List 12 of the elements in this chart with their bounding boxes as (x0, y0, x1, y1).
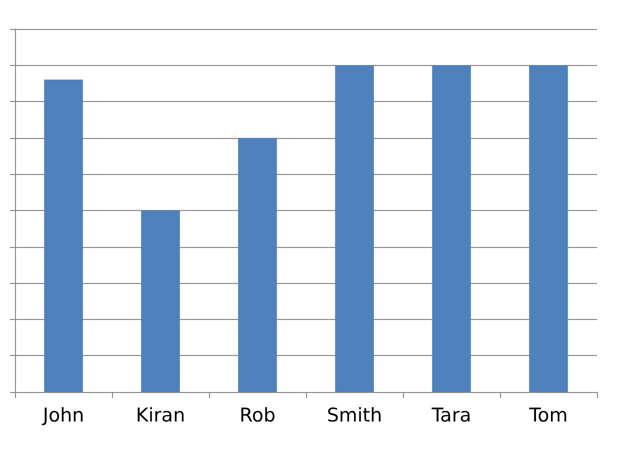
x-tick-label: John (42, 404, 84, 426)
bar (335, 65, 374, 392)
x-tick-label: Smith (326, 404, 382, 426)
x-tick-label: Kiran (136, 404, 186, 426)
bar (432, 65, 471, 392)
bar (529, 65, 568, 392)
x-tick-label: Tara (430, 404, 472, 426)
bar (141, 210, 180, 392)
x-tick-label: Tom (528, 404, 568, 426)
bar (238, 138, 277, 392)
bar (44, 80, 83, 392)
x-tick-label: Rob (239, 404, 276, 426)
